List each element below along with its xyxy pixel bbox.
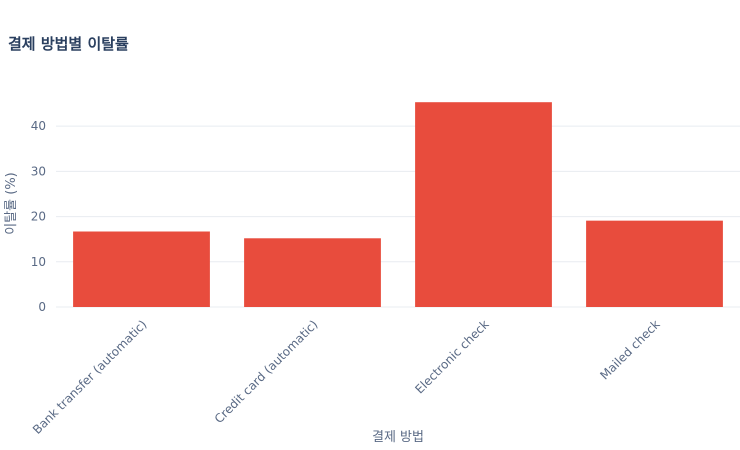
x-axis-title: 결제 방법 xyxy=(372,430,424,445)
y-tick-label: 40 xyxy=(31,119,46,133)
bar[interactable] xyxy=(415,102,552,307)
chart-title: 결제 방법별 이탈률 xyxy=(8,35,129,53)
x-tick-label: Mailed check xyxy=(597,317,662,382)
x-tick-label: Credit card (automatic) xyxy=(212,317,321,426)
bars xyxy=(73,102,723,307)
bar[interactable] xyxy=(73,231,210,307)
x-tick-label: Electronic check xyxy=(412,317,491,396)
y-tick-label: 20 xyxy=(31,210,46,224)
y-tick-label: 30 xyxy=(31,164,46,178)
y-axis-title: 이탈률 (%) xyxy=(4,172,19,235)
x-tick-label: Bank transfer (automatic) xyxy=(30,317,150,437)
y-tick-label: 0 xyxy=(38,300,46,314)
y-tick-label: 10 xyxy=(31,255,46,269)
bar[interactable] xyxy=(586,220,723,307)
x-tick-labels: Bank transfer (automatic) Credit card (au… xyxy=(30,317,663,437)
bar[interactable] xyxy=(244,238,381,307)
y-tick-labels: 0 10 20 30 40 xyxy=(31,119,46,314)
